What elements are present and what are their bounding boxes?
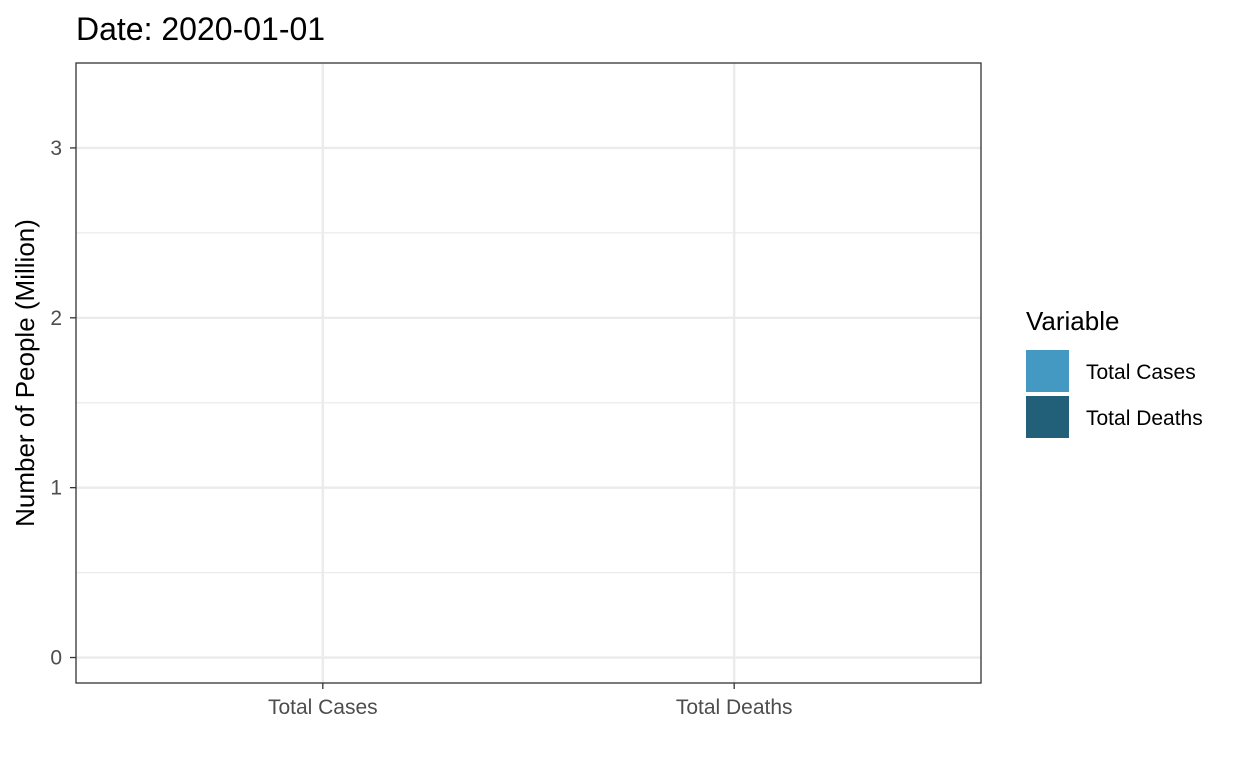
legend: Variable Total Cases Total Deaths	[1026, 306, 1203, 438]
minor-gridlines	[76, 232, 981, 574]
y-tick-label: 2	[50, 307, 62, 330]
y-axis-ticks: 0 1 2 3	[50, 137, 76, 670]
legend-label-total-cases: Total Cases	[1086, 361, 1196, 384]
plot-panel	[76, 63, 981, 683]
legend-swatch-total-deaths	[1026, 396, 1069, 438]
legend-title: Variable	[1026, 306, 1119, 336]
x-tick-label: Total Deaths	[676, 696, 793, 719]
legend-label-total-deaths: Total Deaths	[1086, 407, 1203, 430]
y-tick-label: 3	[50, 137, 62, 160]
plot-panel-border	[75, 62, 982, 684]
chart-title: Date: 2020-01-01	[76, 11, 325, 47]
y-tick-label: 0	[50, 647, 62, 670]
x-axis-ticks: Total Cases Total Deaths	[268, 683, 793, 719]
y-tick-label: 1	[50, 477, 62, 500]
x-tick-label: Total Cases	[268, 696, 378, 719]
y-axis-label: Number of People (Million)	[10, 219, 40, 527]
major-gridlines	[76, 63, 981, 683]
legend-swatch-total-cases	[1026, 350, 1069, 392]
